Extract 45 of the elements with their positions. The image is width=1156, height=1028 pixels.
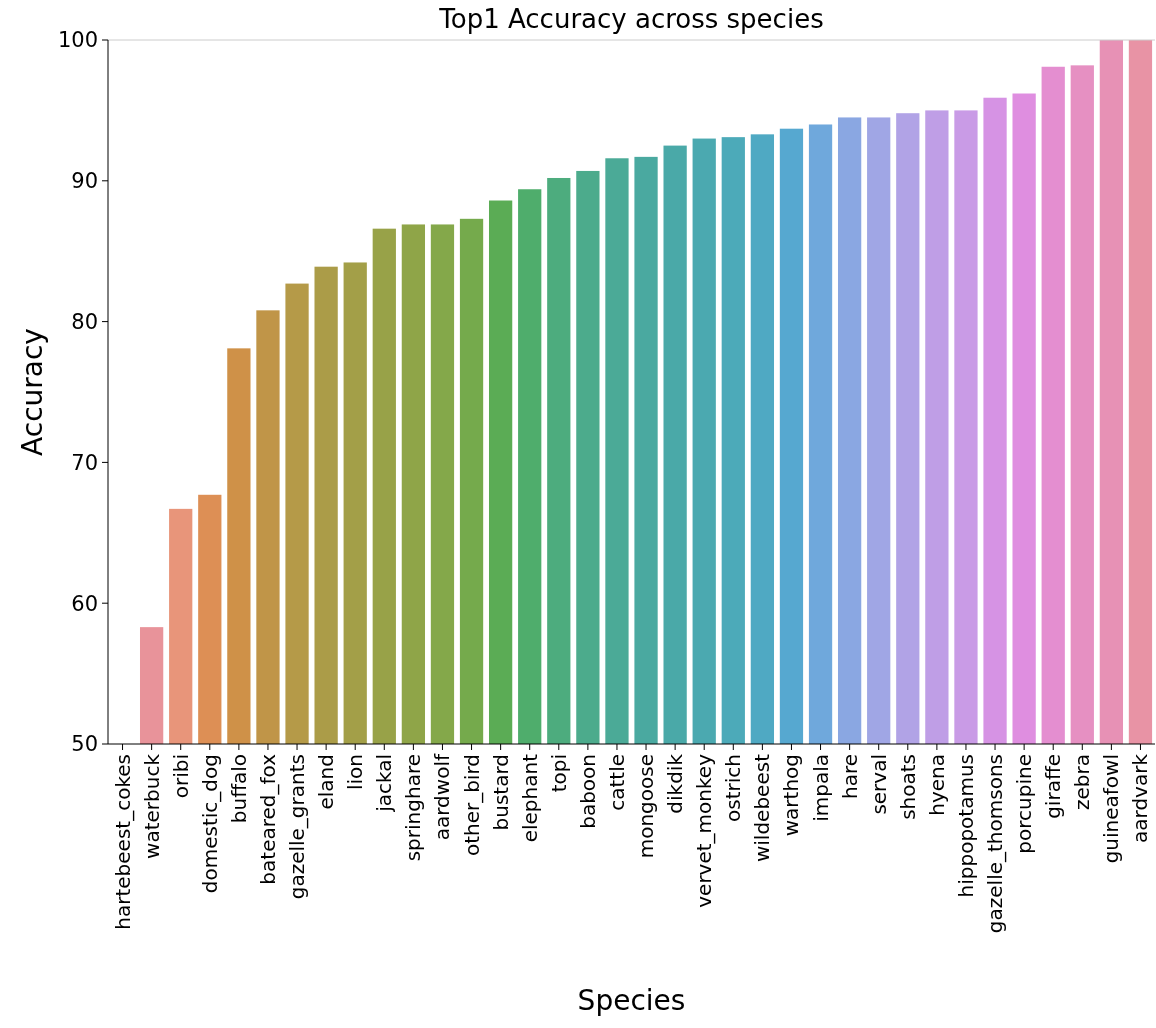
y-axis-title: Accuracy (16, 328, 49, 456)
x-tick-label: domestic_dog (197, 754, 222, 894)
x-tick-label: hippopotamus (953, 754, 978, 898)
x-tick-label: eland (314, 754, 339, 810)
x-tick-label: waterbuck (139, 753, 164, 859)
x-tick-label: gazelle_thomsons (983, 754, 1008, 934)
x-tick-label: other_bird (459, 754, 484, 857)
y-tick-label: 60 (71, 591, 98, 616)
x-tick-label: serval (866, 754, 891, 815)
x-tick-label: lion (343, 754, 368, 791)
x-tick-label: topi (546, 754, 571, 793)
x-tick-label: ostrich (721, 754, 746, 822)
x-tick-label: elephant (517, 753, 542, 843)
chart-title: Top1 Accuracy across species (438, 4, 824, 34)
x-tick-label: bateared_fox (255, 753, 280, 885)
x-tick-label: impala (808, 754, 833, 822)
x-tick-label: oribi (168, 754, 193, 799)
x-tick-label: cattle (604, 754, 629, 811)
y-tick-label: 80 (71, 309, 98, 334)
x-tick-label: zebra (1070, 754, 1095, 810)
x-tick-label: hare (837, 754, 862, 800)
y-tick-label: 50 (71, 732, 98, 757)
x-tick-label: aardwolf (430, 753, 455, 841)
y-tick-label: 70 (71, 450, 98, 475)
y-tick-label: 100 (57, 28, 98, 53)
x-tick-label: aardvark (1128, 753, 1153, 843)
x-tick-label: baboon (575, 754, 600, 829)
x-axis-title: Species (577, 984, 686, 1017)
x-tick-label: hyena (924, 754, 949, 816)
x-tick-label: porcupine (1012, 754, 1037, 854)
x-tick-label: springhare (401, 754, 426, 862)
x-tick-label: vervet_monkey (692, 753, 717, 908)
x-tick-label: dikdik (663, 753, 688, 814)
x-tick-label: bustard (488, 754, 513, 831)
x-tick-label: hartebeest_cokes (110, 754, 135, 930)
x-tick-label: gazelle_grants (285, 754, 310, 900)
x-tick-label: jackal (372, 754, 397, 813)
x-tick-label: warthog (779, 754, 804, 837)
x-tick-label: guineafowl (1099, 754, 1124, 864)
y-tick-label: 90 (71, 169, 98, 194)
x-tick-label: shoats (895, 754, 920, 820)
x-tick-label: wildebeest (750, 753, 775, 863)
x-tick-label: giraffe (1041, 754, 1066, 819)
x-tick-label: buffalo (226, 754, 251, 824)
x-tick-label: mongoose (634, 754, 659, 859)
